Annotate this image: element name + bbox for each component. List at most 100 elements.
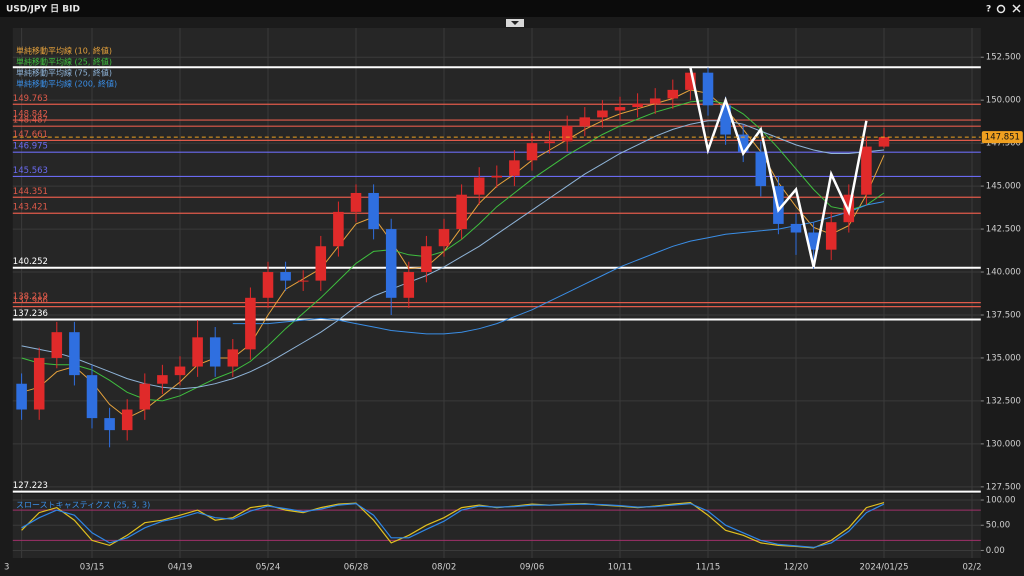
price-level-label: 145.563: [13, 166, 48, 176]
moving-average-line: [232, 201, 885, 335]
legend-entry: 単純移動平均線 (10, 終値): [16, 46, 112, 56]
y-tick-label: 140.000: [986, 268, 1021, 278]
price-level-label: 137.986: [13, 296, 48, 306]
candle-body: [649, 98, 661, 104]
price-level-label: 146.975: [13, 142, 48, 152]
candle-body: [561, 125, 573, 142]
legend-entry: 単純移動平均線 (200, 終値): [16, 79, 117, 89]
zigzag-line: [689, 67, 868, 268]
candle-body: [403, 272, 415, 298]
y-tick-label: 147.500: [986, 139, 1021, 149]
candle-body: [456, 194, 467, 230]
y-tick-label: 132.500: [986, 396, 1021, 406]
x-tick-label: 12/20: [784, 563, 809, 573]
y-tick-label: 145.000: [986, 182, 1021, 192]
candle-body: [421, 246, 432, 273]
candle-body: [632, 103, 643, 108]
price-level-label: 144.351: [13, 187, 48, 197]
candle-body: [667, 89, 679, 99]
candle-body: [720, 105, 731, 135]
title-bar: [0, 0, 1024, 17]
candle-body: [702, 72, 714, 106]
y-tick-label: 137.500: [986, 310, 1021, 320]
candle-body: [245, 297, 256, 350]
candle-body: [121, 409, 133, 431]
candle-body: [174, 366, 186, 376]
stochastic-line: [21, 502, 885, 549]
candle-body: [16, 383, 27, 410]
price-level-label: 140.252: [13, 257, 48, 267]
y-tick-label: 100.00: [986, 496, 1016, 506]
candle-body: [69, 332, 80, 376]
candle-body: [526, 143, 538, 161]
window-title: USD/JPY 日 BID: [6, 4, 80, 15]
candle-body: [438, 229, 450, 247]
moving-average-line: [21, 89, 885, 419]
candle-body: [280, 272, 291, 281]
panel-title: スローストキャスティクス (25, 3, 3): [16, 501, 150, 510]
x-tick-label: 09/06: [520, 563, 545, 573]
x-tick-label: 06/28: [344, 563, 369, 573]
candle-body: [157, 375, 168, 384]
y-tick-label: 50.00: [986, 521, 1010, 531]
stochastic-line: [21, 501, 885, 549]
price-level-label: 149.763: [13, 94, 48, 104]
x-tick-label: 10/11: [608, 563, 633, 573]
x-tick-label: 11/15: [696, 563, 721, 573]
candle-body: [473, 177, 485, 195]
candle-body: [104, 418, 115, 431]
help-button[interactable]: ?: [986, 5, 991, 15]
candle-body: [808, 232, 819, 250]
moving-average-line: [21, 99, 885, 402]
x-tick-label: 02/2: [962, 563, 981, 573]
candle-body: [262, 272, 274, 298]
candle-body: [297, 280, 309, 282]
candle-body: [755, 151, 767, 187]
price-level-label: 137.236: [13, 309, 48, 319]
candle-body: [825, 222, 837, 250]
candle-body: [737, 134, 749, 152]
price-level-label: 148.487: [13, 116, 48, 126]
x-tick-label: 2024/01/25: [860, 563, 909, 573]
settings-button[interactable]: [996, 4, 1006, 14]
y-tick-label: 127.500: [986, 482, 1021, 492]
candle-body: [33, 357, 45, 410]
candle-body: [579, 117, 591, 126]
collapse-tab[interactable]: [506, 19, 524, 27]
price-level-label: 148.842: [13, 110, 48, 120]
last-price-tag: [981, 131, 1023, 144]
y-tick-label: 150.000: [986, 96, 1021, 106]
y-tick-label: 135.000: [986, 353, 1021, 363]
price-level-label: 127.223: [13, 481, 48, 491]
price-level-label: 147.661: [13, 130, 48, 140]
candle-body: [368, 192, 379, 230]
candle-body: [333, 211, 344, 247]
x-tick-label: 05/24: [256, 563, 281, 573]
candle-body: [685, 72, 696, 90]
close-button[interactable]: [1012, 4, 1021, 13]
candle-body: [51, 332, 63, 358]
x-tick-label: 3: [4, 563, 9, 573]
stochastic-plot-area: [12, 494, 981, 558]
x-tick-label: 04/19: [168, 563, 193, 573]
candle-body: [597, 110, 608, 118]
candle-body: [614, 107, 626, 111]
candle-body: [350, 192, 362, 212]
moving-average-line: [21, 120, 885, 390]
candle-body: [385, 229, 397, 298]
candle-body: [227, 349, 239, 367]
legend-entry: 単純移動平均線 (75, 終値): [16, 68, 112, 78]
x-tick-label: 03/15: [80, 563, 105, 573]
main-plot-area: [12, 28, 981, 492]
last-price-label: 147.851: [985, 133, 1020, 143]
y-tick-label: 130.000: [986, 439, 1021, 449]
y-tick-label: 142.500: [986, 225, 1021, 235]
y-tick-label: 0.00: [986, 546, 1005, 556]
candle-body: [209, 337, 221, 367]
candle-body: [878, 137, 890, 147]
candle-body: [86, 375, 98, 419]
candle-body: [139, 383, 151, 410]
candle-body: [491, 175, 503, 178]
candle-body: [192, 337, 203, 367]
